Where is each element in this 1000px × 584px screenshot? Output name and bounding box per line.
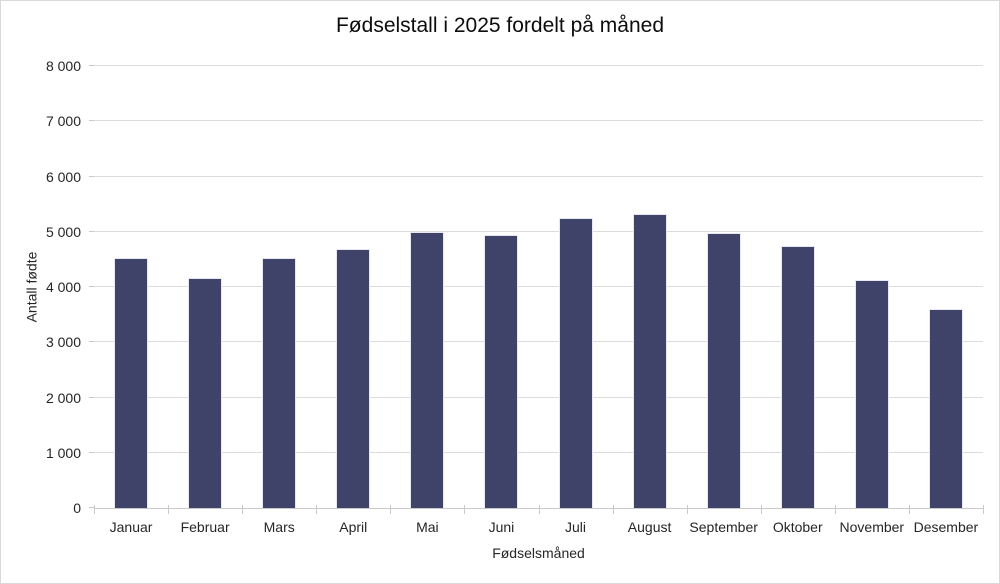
x-tick-mark — [316, 505, 318, 514]
y-axis: 0 1 000 2 000 3 000 4 000 5 000 6 000 7 000 8 00… — [1, 58, 94, 516]
gridline-2000 — [94, 396, 983, 398]
bar-slot — [94, 66, 168, 508]
y-tick-label: 0 — [73, 500, 81, 516]
x-tick-mark — [834, 505, 836, 514]
x-tick-label: April — [339, 519, 368, 535]
bar-slot — [613, 66, 687, 508]
x-tick-mark — [612, 505, 614, 514]
x-tick-label: September — [689, 519, 758, 535]
bar-slot — [538, 66, 612, 508]
bar-desember — [928, 308, 963, 508]
gridline-5000 — [94, 230, 983, 232]
x-tick-mark — [686, 505, 688, 514]
y-tick-mark — [89, 230, 94, 232]
x-axis-ticks — [94, 505, 984, 514]
bar-slot — [687, 66, 761, 508]
y-tick-mark — [89, 175, 94, 177]
bar-slot — [390, 66, 464, 508]
gridline-3000 — [94, 341, 983, 343]
x-axis-title: Fødselsmåned — [492, 545, 585, 561]
x-tick-label: August — [627, 519, 672, 535]
x-tick-mark — [242, 505, 244, 514]
bar-slot — [168, 66, 242, 508]
plot-area — [94, 65, 983, 509]
x-tick-label: Desember — [913, 519, 979, 535]
gridline-4000 — [94, 286, 983, 287]
y-tick-mark — [89, 286, 94, 287]
bar-oktober — [780, 246, 815, 508]
x-tick-label: November — [839, 519, 905, 535]
bar-mai — [410, 231, 445, 508]
x-axis-labels: Januar Februar Mars April Mai Juni Juli August S… — [94, 519, 983, 535]
x-tick-mark — [538, 505, 540, 514]
x-tick-label: Februar — [180, 519, 230, 535]
x-tick-label: Juli — [565, 519, 587, 535]
y-tick-label: 4 000 — [45, 279, 81, 295]
y-tick-label: 7 000 — [45, 113, 81, 130]
bar-slot — [909, 66, 983, 508]
x-tick-mark — [94, 505, 95, 514]
bar-september — [706, 232, 741, 508]
bar-april — [336, 248, 371, 508]
bar-slot — [464, 66, 538, 508]
bar-slot — [316, 66, 390, 508]
x-tick-mark — [464, 505, 466, 514]
bar-november — [854, 280, 889, 508]
x-tick-mark — [390, 505, 392, 514]
y-tick-label: 5 000 — [45, 223, 81, 240]
x-tick-label: Mars — [263, 519, 295, 535]
bar-mars — [262, 257, 297, 508]
y-tick-mark — [89, 65, 94, 66]
bar-august — [632, 213, 667, 508]
x-tick-mark — [908, 505, 910, 514]
y-tick-label: 1 000 — [45, 444, 81, 461]
gridline-8000 — [94, 65, 983, 66]
bar-slot — [761, 66, 835, 508]
y-tick-label: 2 000 — [45, 389, 81, 406]
gridline-1000 — [94, 451, 983, 453]
y-tick-label: 3 000 — [45, 334, 81, 351]
x-tick-label: Juni — [488, 519, 515, 535]
bar-februar — [188, 277, 223, 508]
gridline-6000 — [94, 175, 983, 177]
bar-juni — [484, 234, 519, 508]
gridline-7000 — [94, 120, 983, 122]
x-tick-mark — [168, 505, 170, 514]
x-tick-mark — [760, 505, 762, 514]
bar-januar — [114, 258, 149, 508]
x-tick-label: Mai — [416, 519, 439, 535]
bar-slot — [835, 66, 909, 508]
y-tick-label: 6 000 — [45, 168, 81, 185]
x-tick-label: Oktober — [772, 519, 823, 535]
bar-juli — [558, 217, 593, 508]
y-tick-mark — [89, 120, 94, 122]
y-tick-mark — [89, 451, 94, 453]
bars-layer — [94, 66, 983, 508]
x-tick-mark — [983, 505, 984, 514]
y-tick-label: 8 000 — [45, 58, 81, 74]
y-tick-mark — [89, 507, 94, 508]
y-tick-mark — [89, 341, 94, 343]
x-tick-label: Januar — [109, 519, 153, 535]
chart-title: Fødselstall i 2025 fordelt på måned — [335, 14, 664, 37]
bar-slot — [242, 66, 316, 508]
y-tick-mark — [89, 396, 94, 398]
